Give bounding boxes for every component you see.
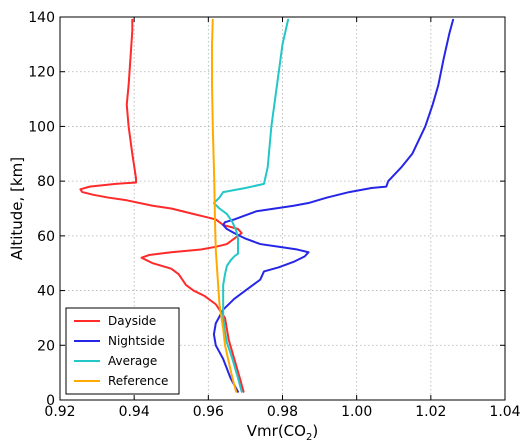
series-layer	[79, 18, 455, 393]
x-tick-label: 0.94	[119, 404, 150, 420]
legend-label-nightside: Nightside	[108, 334, 165, 348]
x-tick-label: 1.02	[415, 404, 446, 420]
y-tick-label: 0	[46, 393, 55, 409]
series-line-reference	[211, 18, 238, 393]
legend-label-average: Average	[108, 354, 157, 368]
x-axis-title: Vmr(CO2)	[247, 422, 318, 441]
y-tick-label: 140	[28, 10, 55, 26]
y-axis-title: Altitude, [km]	[8, 157, 26, 260]
x-tick-label: 0.98	[267, 404, 298, 420]
y-tick-label: 60	[37, 229, 55, 245]
y-tick-label: 100	[28, 119, 55, 135]
x-tick-label: 0.92	[44, 404, 75, 420]
x-tick-label: 1.04	[489, 404, 520, 420]
y-tick-label: 20	[37, 338, 55, 354]
x-tick-label: 1.00	[341, 404, 372, 420]
legend: Dayside Nightside Average Reference	[65, 307, 180, 395]
label-layer: Vmr(CO2) Altitude, [km]	[8, 157, 318, 441]
tick-layer: 0.92 0.94 0.96 0.98 1.00 1.02 1.04 0 20 40 60 80 100…	[28, 10, 520, 420]
legend-label-dayside: Dayside	[108, 314, 156, 328]
series-line-nightside	[212, 18, 455, 393]
legend-label-reference: Reference	[108, 374, 168, 388]
series-line-average	[212, 18, 290, 393]
legend-box	[65, 307, 180, 395]
y-tick-label: 120	[28, 65, 55, 81]
x-tick-label: 0.96	[193, 404, 224, 420]
y-tick-label: 40	[37, 284, 55, 300]
series-line-dayside	[79, 18, 245, 393]
y-tick-label: 80	[37, 174, 55, 190]
